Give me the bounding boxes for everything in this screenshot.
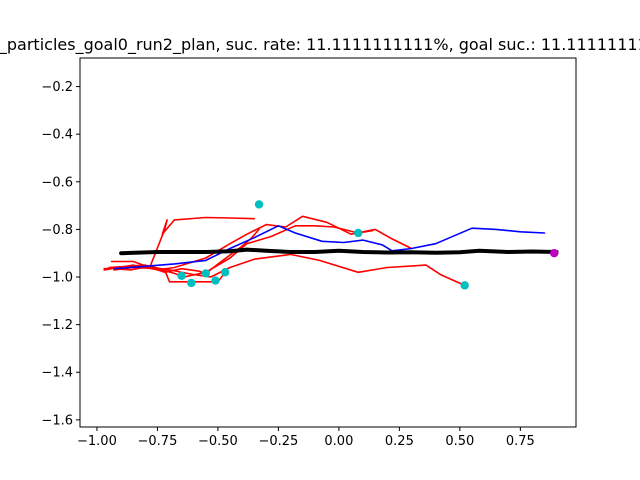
endpoint-marker-1 <box>254 200 264 209</box>
y-tick-label: −0.8 <box>41 223 73 238</box>
y-tick-label: −0.4 <box>41 128 73 143</box>
chart-title: noisy_particles_goal0_run2_plan, suc. ra… <box>0 35 640 55</box>
series-line-7 <box>113 225 546 270</box>
x-tick-label: 0.25 <box>385 434 414 449</box>
x-tick-label: −0.75 <box>138 434 178 449</box>
endpoint-marker-3 <box>220 268 230 277</box>
axes-frame <box>79 57 577 428</box>
y-tick-label: −1.6 <box>41 413 73 428</box>
x-tick-label: 0.50 <box>445 434 474 449</box>
y-tick-label: −0.2 <box>41 80 73 95</box>
x-tick-label: −1.00 <box>77 434 117 449</box>
x-tick-label: 0.00 <box>324 434 353 449</box>
x-tick-label: −0.25 <box>258 434 298 449</box>
series-line-4 <box>110 228 260 275</box>
x-tick-label: −0.50 <box>198 434 238 449</box>
endpoint-marker-2 <box>354 228 363 238</box>
endpoint-marker-6 <box>187 278 196 288</box>
endpoint-marker-4 <box>201 269 211 278</box>
x-tick-label: 0.75 <box>506 434 535 449</box>
series-layer <box>103 215 559 287</box>
goal-marker <box>550 249 559 258</box>
y-tick-label: −1.0 <box>41 271 73 286</box>
y-tick-label: −1.4 <box>41 366 73 381</box>
point-layer <box>177 200 559 290</box>
y-tick-label: −1.2 <box>41 318 73 333</box>
y-tick-label: −0.6 <box>41 175 73 190</box>
endpoint-marker-8 <box>460 281 469 290</box>
endpoint-marker-7 <box>211 276 220 285</box>
series-line-8 <box>119 247 559 256</box>
endpoint-marker-5 <box>177 271 186 281</box>
tick-layer: −1.00 −0.75 −0.50 −0.25 0.00 0.25 0.50 0.75 −0.2… <box>41 80 534 449</box>
